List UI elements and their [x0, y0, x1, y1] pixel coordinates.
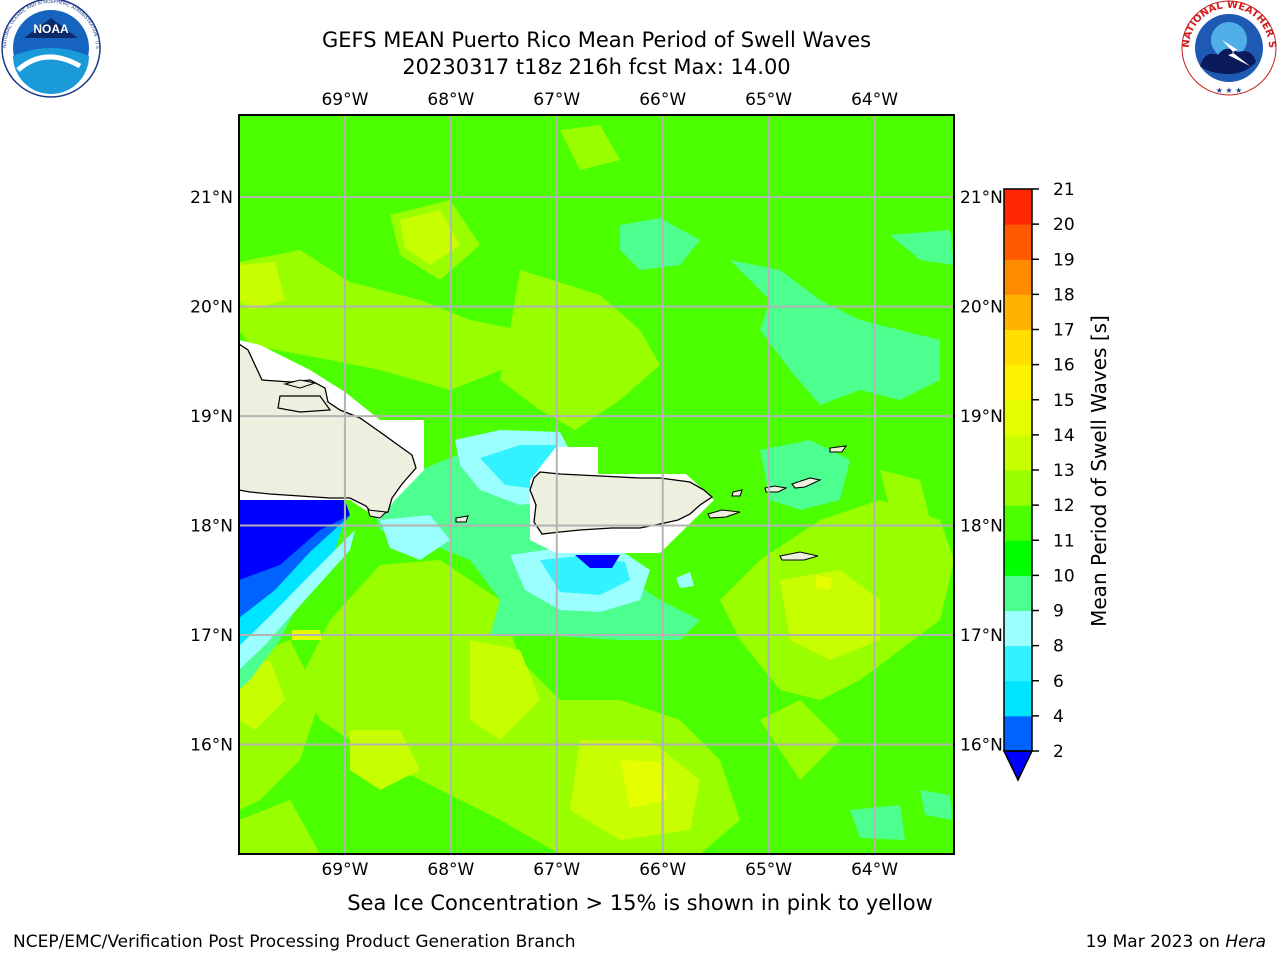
lon-label-bottom: 65°W [745, 860, 792, 880]
colorbar-segment-11 [1004, 329, 1032, 366]
colorbar-tick-label: 17 [1053, 321, 1075, 341]
colorbar-segment-13 [1004, 259, 1032, 295]
grid-lines [239, 115, 954, 854]
colorbar-tick-label: 15 [1053, 391, 1075, 411]
lat-label-right: 17°N [960, 626, 1003, 646]
lat-label-left: 20°N [190, 298, 233, 318]
machine-name: Hera [1225, 932, 1266, 952]
chart-subtitle: 20230317 t18z 216h fcst Max: 14.00 [402, 55, 791, 79]
nws-logo: NATIONAL WEATHER SERVICE ★ ★ ★ [0, 0, 1277, 96]
colorbar-tick-label: 4 [1053, 707, 1064, 727]
hispaniola-land [239, 343, 417, 517]
colorbar-tick-label: 8 [1053, 637, 1064, 657]
colorbar-segment-15 [1004, 189, 1032, 225]
lat-ticks-left: 16°N 17°N 18°N 19°N 20°N 21°N [190, 188, 233, 755]
credit-line: NCEP/EMC/Verification Post Processing Pr… [13, 932, 576, 952]
colorbar-segment-2 [1004, 645, 1032, 682]
colorbar-segment-10 [1004, 364, 1032, 401]
date-line: 19 Mar 2023 on Hera [1086, 932, 1266, 952]
plot-frame [238, 114, 955, 855]
colorbar-tick-label: 6 [1053, 672, 1064, 692]
lat-label-right: 19°N [960, 407, 1003, 427]
colorbar-tick-label: 20 [1053, 215, 1075, 235]
colorbar-segment-4 [1004, 575, 1032, 611]
colorbar-segment-9 [1004, 399, 1032, 436]
lon-label-bottom: 64°W [851, 860, 898, 880]
lon-label-top: 66°W [639, 90, 686, 110]
colorbar: 2 4 6 8 9 10 11 12 13 14 15 16 17 18 19 20 21 [1002, 180, 1075, 782]
colorbar-tick-label: 13 [1053, 461, 1075, 481]
lon-ticks-bottom: 69°W 68°W 67°W 66°W 65°W 64°W [321, 860, 898, 880]
lat-label-left: 16°N [190, 736, 233, 756]
swell-period-field [239, 115, 954, 854]
colorbar-segment-0 [1004, 715, 1032, 752]
lon-label-bottom: 67°W [533, 860, 580, 880]
lon-ticks-top: 69°W 68°W 67°W 66°W 65°W 64°W [321, 90, 898, 110]
puerto-rico-land [529, 471, 714, 535]
lat-label-right: 20°N [960, 298, 1003, 318]
svg-text:★ ★ ★: ★ ★ ★ [1216, 86, 1243, 95]
contour-14s [292, 575, 832, 808]
colorbar-segment-12 [1004, 294, 1032, 330]
colorbar-label: Mean Period of Swell Waves [s] [1087, 315, 1111, 627]
lat-label-right: 16°N [960, 736, 1003, 756]
colorbar-tick-label: 14 [1053, 426, 1075, 446]
lat-label-left: 21°N [190, 188, 233, 208]
lon-label-top: 68°W [427, 90, 474, 110]
noaa-logo-text: NOAA [33, 22, 69, 36]
colorbar-tick-label: 11 [1053, 531, 1075, 551]
west-low-band [239, 500, 350, 640]
lat-label-right: 18°N [960, 517, 1003, 537]
lat-label-left: 18°N [190, 517, 233, 537]
date-text: 19 Mar 2023 on [1085, 932, 1220, 952]
colorbar-segment-7 [1004, 470, 1032, 506]
lon-label-top: 69°W [321, 90, 368, 110]
virgin-islands [367, 445, 848, 561]
colorbar-tick-label: 9 [1053, 602, 1064, 622]
lon-label-top: 65°W [745, 90, 792, 110]
lon-label-top: 64°W [851, 90, 898, 110]
sea-ice-caption: Sea Ice Concentration > 15% is shown in … [347, 891, 933, 915]
lon-label-bottom: 66°W [639, 860, 686, 880]
colorbar-segment-14 [1004, 224, 1032, 260]
colorbar-segment-6 [1004, 505, 1032, 541]
lon-label-bottom: 68°W [427, 860, 474, 880]
colorbar-segment-3 [1004, 610, 1032, 647]
lon-label-top: 67°W [533, 90, 580, 110]
colorbar-tick-label: 10 [1053, 566, 1075, 586]
colorbar-segment-8 [1004, 434, 1032, 471]
colorbar-tick-label: 16 [1053, 356, 1075, 376]
lat-label-right: 21°N [960, 188, 1003, 208]
colorbar-tick-label: 18 [1053, 285, 1075, 305]
colorbar-segment-1 [1004, 680, 1032, 717]
lon-label-bottom: 69°W [321, 860, 368, 880]
svg-text:NATIONAL WEATHER SERVICE: NATIONAL WEATHER SERVICE [0, 0, 1277, 49]
colorbar-tick-label: 21 [1053, 180, 1075, 200]
colorbar-tick-label: 12 [1053, 496, 1075, 516]
colorbar-tick-label: 19 [1053, 250, 1075, 270]
lat-label-left: 19°N [190, 407, 233, 427]
colorbar-segment-5 [1004, 540, 1032, 576]
lat-ticks-right: 16°N 17°N 18°N 19°N 20°N 21°N [960, 188, 1003, 755]
chart-title: GEFS MEAN Puerto Rico Mean Period of Swe… [321, 28, 872, 52]
contour-under [575, 555, 620, 568]
nws-logo-ring: NATIONAL WEATHER SERVICE [0, 0, 1277, 49]
lat-label-left: 17°N [190, 626, 233, 646]
colorbar-tick-label: 2 [1053, 742, 1064, 762]
colorbar-under-triangle [1002, 750, 1034, 782]
noaa-logo: NOAA NATIONAL OCEANIC AND ATMOSPHERIC AD… [0, 0, 101, 98]
